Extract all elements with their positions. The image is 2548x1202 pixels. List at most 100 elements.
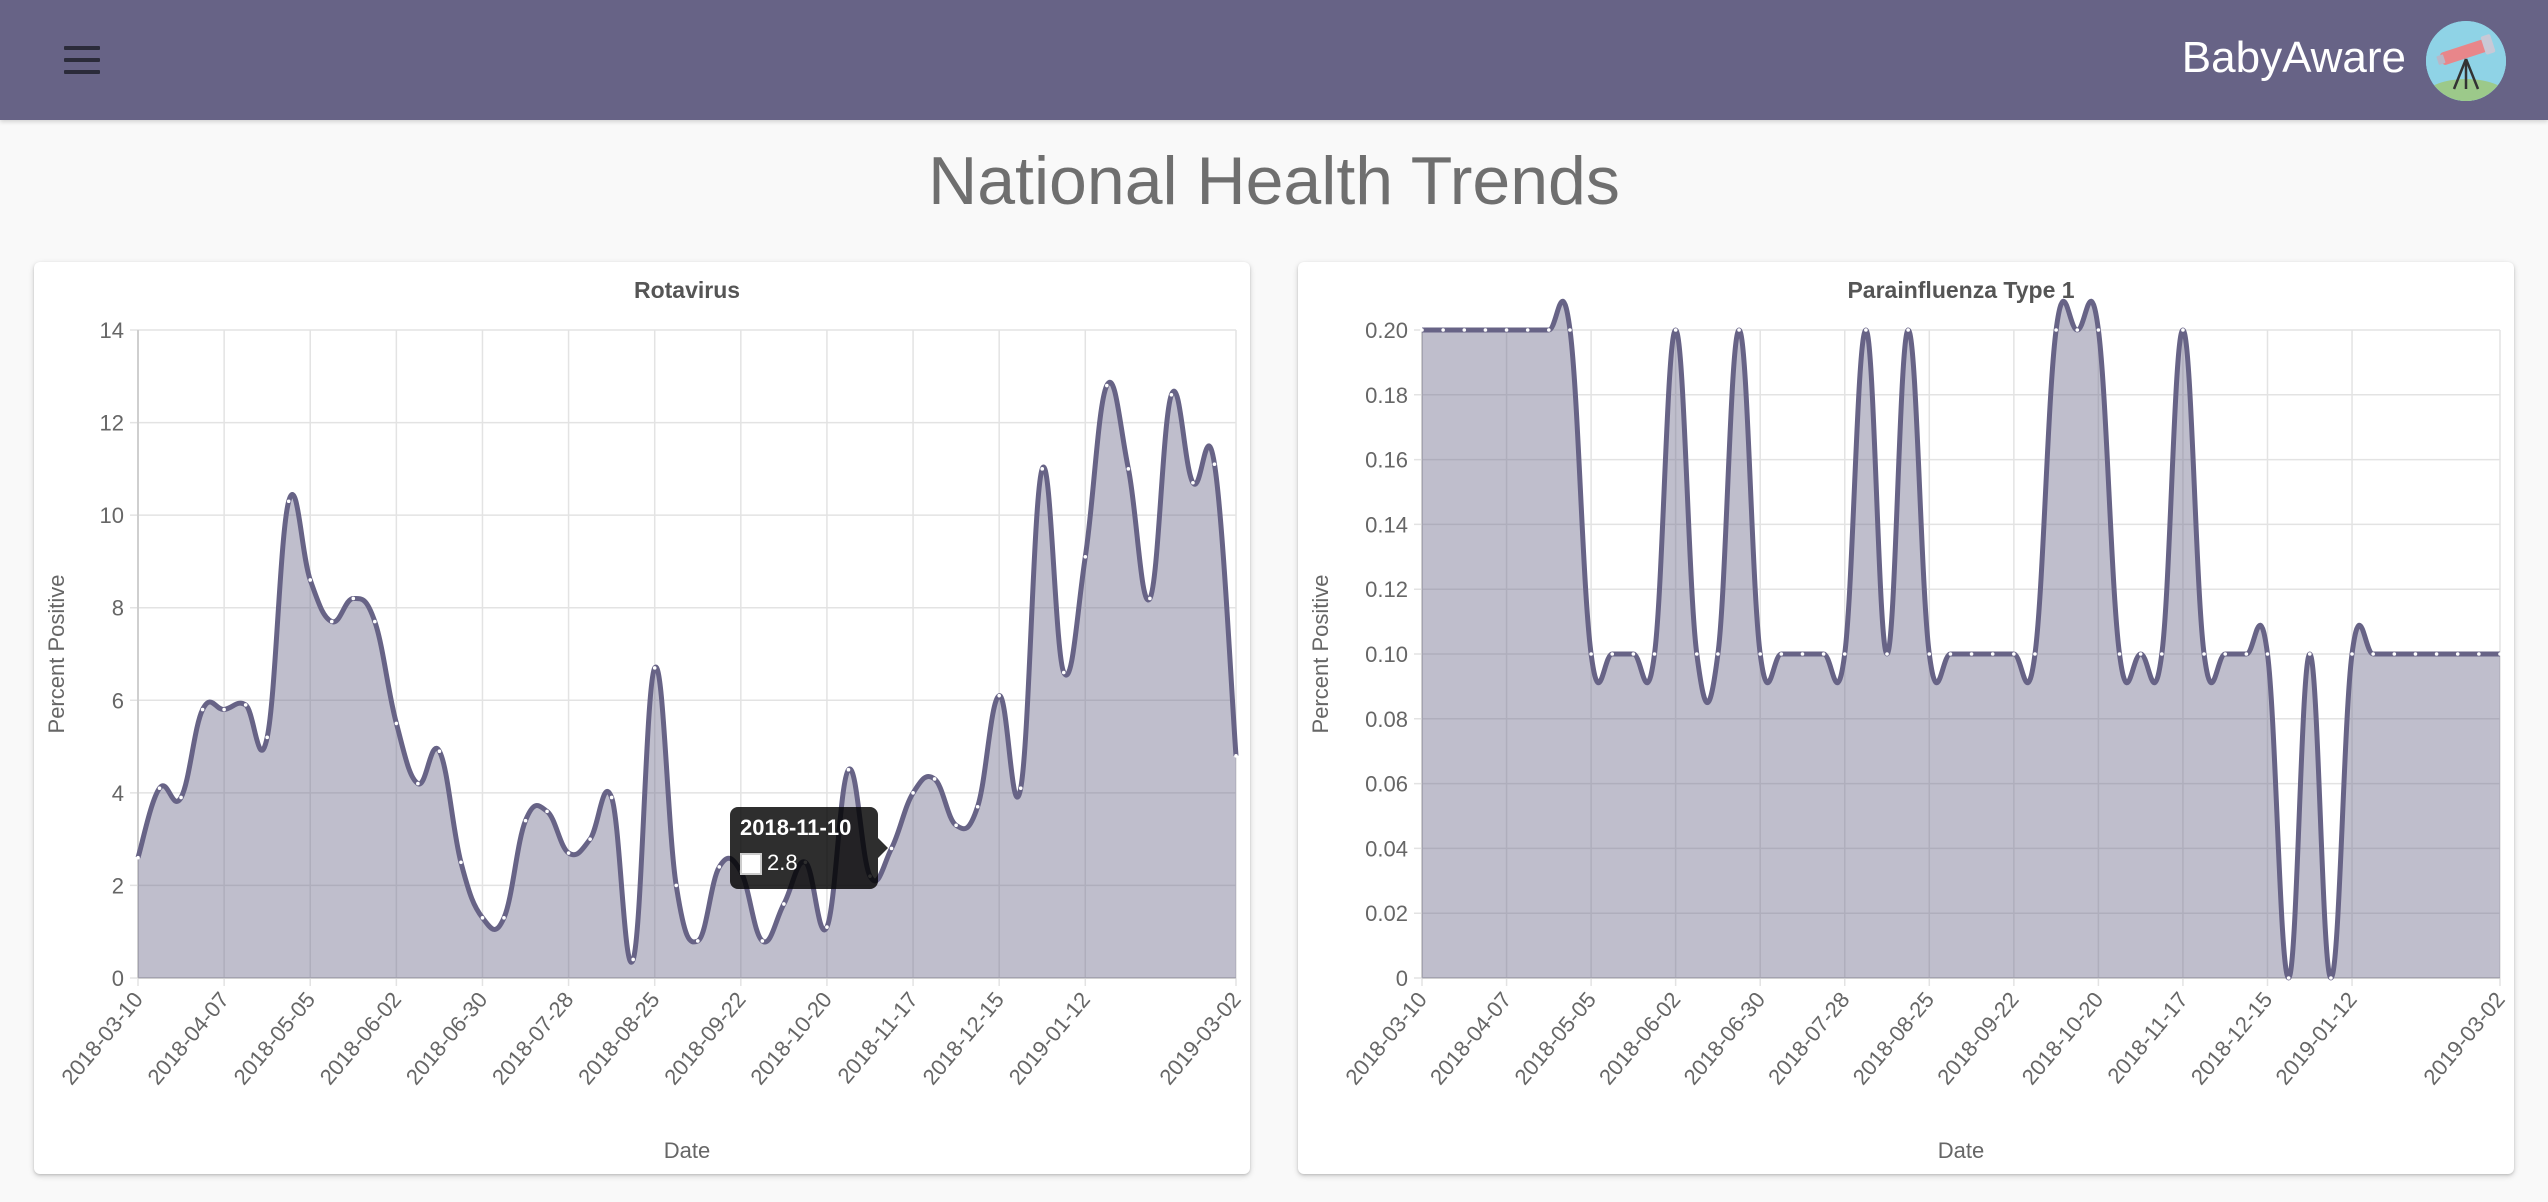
data-point[interactable]: [1737, 328, 1741, 332]
data-point[interactable]: [1652, 652, 1657, 656]
data-point[interactable]: [437, 749, 442, 753]
data-point[interactable]: [760, 939, 765, 943]
data-point[interactable]: [2054, 328, 2058, 332]
brand-title[interactable]: BabyAware: [2181, 33, 2406, 82]
data-point[interactable]: [2371, 652, 2375, 656]
data-point[interactable]: [997, 693, 1001, 698]
data-point[interactable]: [1948, 652, 1953, 656]
data-point[interactable]: [2286, 976, 2291, 980]
data-point[interactable]: [1969, 652, 1974, 656]
data-point[interactable]: [1525, 328, 1530, 332]
data-point[interactable]: [2498, 652, 2502, 656]
data-point[interactable]: [2181, 328, 2185, 332]
data-point[interactable]: [846, 767, 851, 772]
data-point[interactable]: [502, 916, 506, 920]
data-point[interactable]: [2202, 652, 2206, 656]
data-point[interactable]: [1990, 652, 1995, 656]
data-point[interactable]: [1842, 652, 1847, 656]
data-point[interactable]: [2160, 652, 2164, 656]
data-point[interactable]: [1191, 480, 1195, 485]
data-point[interactable]: [2223, 652, 2228, 656]
data-point[interactable]: [1906, 328, 1910, 332]
data-point[interactable]: [1462, 328, 1467, 332]
data-point[interactable]: [1885, 652, 1889, 656]
data-point[interactable]: [1061, 670, 1066, 675]
data-point[interactable]: [1040, 467, 1045, 471]
data-point[interactable]: [1018, 786, 1023, 791]
data-point[interactable]: [2012, 652, 2016, 656]
data-point[interactable]: [911, 791, 915, 795]
data-point[interactable]: [1420, 328, 1424, 332]
data-point[interactable]: [1927, 652, 1932, 656]
data-point[interactable]: [200, 707, 205, 712]
data-point[interactable]: [652, 666, 657, 670]
data-point[interactable]: [1105, 383, 1109, 388]
data-point[interactable]: [2477, 652, 2481, 656]
telescope-icon[interactable]: [2426, 21, 2506, 101]
data-point[interactable]: [308, 578, 313, 582]
data-point[interactable]: [1568, 328, 1572, 332]
data-point[interactable]: [2138, 652, 2143, 656]
hamburger-menu-icon[interactable]: [52, 30, 112, 90]
data-point[interactable]: [1758, 652, 1762, 656]
data-point[interactable]: [1126, 467, 1131, 471]
data-point[interactable]: [222, 707, 226, 712]
data-point[interactable]: [545, 809, 549, 814]
data-point[interactable]: [825, 925, 829, 929]
data-point[interactable]: [1673, 328, 1678, 332]
data-point[interactable]: [523, 818, 528, 823]
data-point[interactable]: [1483, 328, 1488, 332]
data-point[interactable]: [1821, 652, 1826, 656]
data-point[interactable]: [2413, 652, 2418, 656]
data-point[interactable]: [329, 619, 334, 624]
data-point[interactable]: [265, 735, 269, 740]
data-point[interactable]: [2075, 328, 2080, 332]
data-point[interactable]: [1148, 596, 1152, 601]
data-point[interactable]: [286, 499, 291, 504]
data-point[interactable]: [351, 596, 356, 601]
data-point[interactable]: [674, 883, 679, 888]
data-point[interactable]: [2244, 652, 2249, 656]
data-point[interactable]: [1234, 754, 1238, 758]
data-point[interactable]: [566, 851, 571, 855]
data-point[interactable]: [2455, 652, 2460, 656]
data-point[interactable]: [782, 902, 786, 906]
data-point[interactable]: [2117, 652, 2122, 656]
data-point[interactable]: [1589, 652, 1593, 656]
parainfluenza-chart[interactable]: Parainfluenza Type 1 Percent Positive Da…: [1298, 262, 2514, 1174]
data-point[interactable]: [1800, 652, 1805, 656]
data-point[interactable]: [394, 721, 399, 726]
data-point[interactable]: [459, 860, 463, 865]
data-point[interactable]: [1864, 328, 1868, 332]
data-point[interactable]: [932, 777, 937, 781]
data-point[interactable]: [889, 846, 894, 851]
data-point[interactable]: [2350, 652, 2354, 656]
data-point[interactable]: [136, 855, 140, 860]
data-point[interactable]: [179, 795, 183, 800]
data-point[interactable]: [2033, 652, 2037, 656]
data-point[interactable]: [2265, 652, 2270, 656]
data-point[interactable]: [2307, 652, 2312, 656]
data-point[interactable]: [1169, 393, 1174, 397]
data-point[interactable]: [609, 795, 614, 800]
data-point[interactable]: [1610, 652, 1615, 656]
data-point[interactable]: [1212, 462, 1217, 467]
data-point[interactable]: [1694, 652, 1699, 656]
data-point[interactable]: [2096, 328, 2101, 332]
data-point[interactable]: [695, 939, 700, 943]
rotavirus-chart[interactable]: Rotavirus Percent Positive Date 0 2 4 6 8 10 1…: [34, 262, 1250, 1174]
data-point[interactable]: [1631, 652, 1636, 656]
data-point[interactable]: [1547, 328, 1551, 332]
data-point[interactable]: [2329, 976, 2333, 980]
data-point[interactable]: [1504, 328, 1509, 332]
data-point[interactable]: [588, 837, 592, 841]
data-point[interactable]: [2434, 652, 2439, 656]
data-point[interactable]: [1716, 652, 1720, 656]
data-point[interactable]: [954, 823, 958, 828]
data-point[interactable]: [1779, 652, 1784, 656]
data-point[interactable]: [631, 957, 635, 962]
data-point[interactable]: [373, 619, 377, 624]
data-point[interactable]: [1083, 555, 1088, 559]
data-point[interactable]: [243, 703, 248, 707]
data-point[interactable]: [975, 804, 980, 809]
